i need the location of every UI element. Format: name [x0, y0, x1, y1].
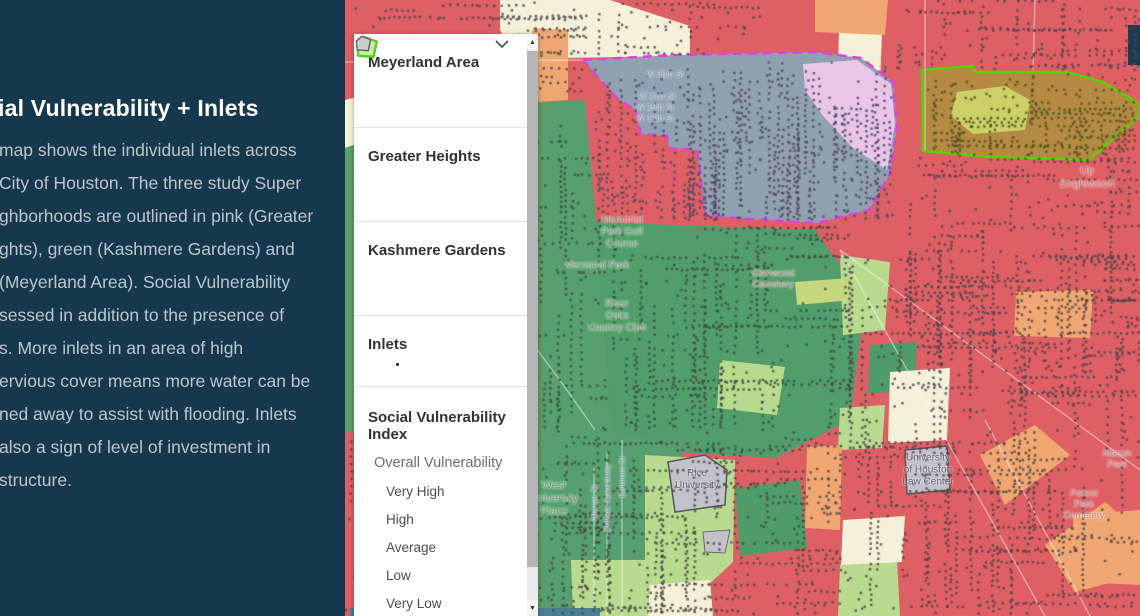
- svi-header: Social Vulnerability Index: [368, 409, 506, 443]
- scroll-down-button[interactable]: ▼: [527, 600, 538, 616]
- story-paragraph-line: map shows the individual inlets across: [0, 140, 297, 160]
- legend-section-greater-heights: Greater Heights: [354, 36, 527, 222]
- map-canvas[interactable]: Memorial Park Golf Course Memorial Park Ri…: [345, 0, 1140, 616]
- story-paragraph-line: ghborhoods are outlined in pink (Greater: [0, 206, 314, 226]
- svi-legend-item: Average: [355, 35, 519, 561]
- legend-scrollbar[interactable]: ▲ ▼: [527, 34, 538, 616]
- svi-legend-section: Social Vulnerability Index Overall Vulne…: [354, 35, 527, 616]
- story-paragraph-line: City of Houston. The three study Super: [0, 173, 302, 193]
- svi-label: Average: [386, 539, 437, 555]
- svi-legend-item: Very Low: [355, 35, 519, 616]
- area-swatch: [356, 36, 517, 203]
- story-paragraph-line: ned away to assist with flooding. Inlets: [0, 404, 297, 424]
- inlet-dot-swatch: [396, 363, 399, 366]
- area-swatch: [356, 36, 517, 109]
- svi-legend-item: High: [355, 35, 519, 533]
- svi-label: High: [386, 511, 414, 527]
- legend-section-title: Kashmere Gardens: [368, 242, 506, 259]
- story-paragraph-line: (Meyerland Area). Social Vulnerability: [0, 272, 291, 292]
- legend-section-title: Inlets: [368, 336, 408, 353]
- story-panel: ial Vulnerability + Inlets map shows the…: [0, 0, 345, 616]
- story-paragraph-line: also a sign of level of investment in: [0, 437, 271, 457]
- svi-legend-item: Very High: [355, 35, 519, 505]
- story-paragraph-line: ghts), green (Kashmere Gardens) and: [0, 239, 295, 259]
- story-paragraph-line: s. More inlets in an area of high: [0, 338, 244, 358]
- legend-collapse-button[interactable]: [495, 40, 513, 58]
- page-title: ial Vulnerability + Inlets: [0, 95, 259, 122]
- svi-label: Low: [386, 567, 411, 583]
- chevron-down-icon: [495, 40, 509, 49]
- svi-legend-item: Low: [355, 35, 519, 589]
- svi-subtitle: Overall Vulnerability: [374, 455, 503, 471]
- legend-section-inlets: Inlets: [354, 316, 527, 387]
- area-swatch: [356, 36, 517, 297]
- svi-label: Very High: [386, 483, 445, 499]
- story-paragraph-line: structure.: [0, 470, 72, 490]
- legend-section-kashmere-gardens: Kashmere Gardens: [354, 36, 527, 316]
- story-paragraph-line: sessed in addition to the presence of: [0, 305, 285, 325]
- svi-swatch: [355, 35, 372, 52]
- legend-section-title: Meyerland Area: [368, 54, 480, 71]
- scroll-up-button[interactable]: ▲: [527, 34, 538, 50]
- legend-panel: Meyerland Area Greater Heights Kashmere Ga…: [354, 34, 538, 616]
- scrollbar-thumb[interactable]: [527, 51, 538, 567]
- svi-label: Very Low: [386, 595, 442, 611]
- story-paragraph-line: ervious cover means more water can be: [0, 371, 311, 391]
- legend-section-title: Greater Heights: [368, 148, 481, 165]
- story-paragraph: map shows the individual inlets across Ci…: [0, 134, 345, 497]
